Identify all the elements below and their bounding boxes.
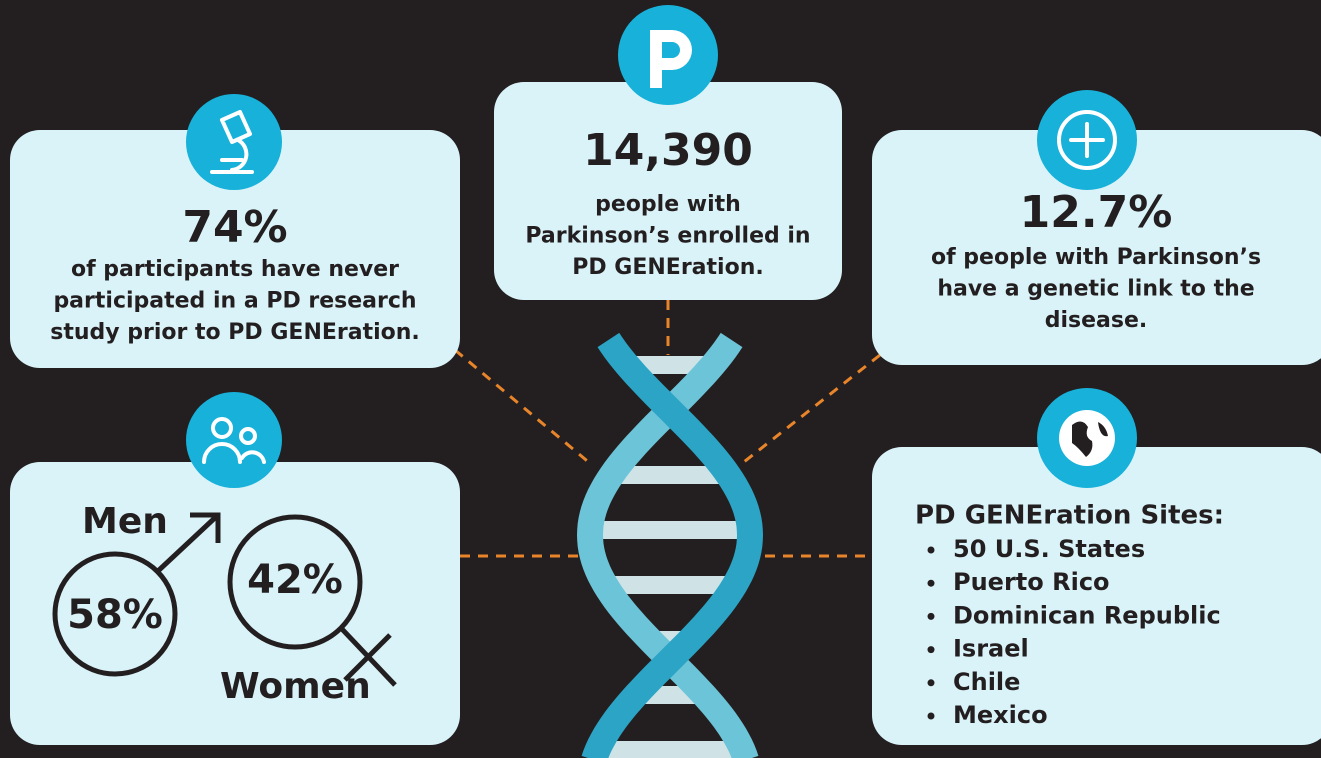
stat: 14,390 [583, 125, 753, 176]
bullet [928, 580, 935, 587]
men-label: Men [82, 501, 168, 542]
site-item: Israel [953, 635, 1029, 663]
card-text: PD GENEration. [572, 255, 763, 280]
people-icon [186, 392, 282, 488]
microscope-icon [186, 94, 282, 190]
bullet [928, 646, 935, 653]
helix-rung [590, 521, 750, 539]
card-text: participated in a PD research [53, 289, 416, 314]
bullet [928, 547, 935, 554]
logo-icon [618, 5, 718, 105]
site-item: Mexico [953, 701, 1048, 729]
dna-helix [590, 340, 750, 758]
bullet [928, 679, 935, 686]
women-label: Women [220, 666, 371, 707]
connector [455, 350, 592, 465]
bullet [928, 713, 935, 720]
stat: 74% [182, 202, 287, 253]
women-value: 42% [247, 557, 343, 603]
connector [740, 355, 880, 465]
stat: 12.7% [1020, 187, 1173, 238]
card-text: Parkinson’s enrolled in [525, 224, 810, 249]
site-item: Dominican Republic [953, 601, 1221, 629]
globe-icon [1037, 388, 1137, 488]
card-text: of people with Parkinson’s [931, 245, 1261, 270]
card-text: have a genetic link to the [937, 277, 1254, 302]
card-text: study prior to PD GENEration. [50, 320, 420, 345]
infographic: 74% 14,390 12.7% Men 58% 42% Women PD GE… [0, 0, 1321, 758]
card-text: people with [595, 192, 741, 217]
sites-title: PD GENEration Sites: [915, 501, 1224, 531]
plus-icon [1037, 90, 1137, 190]
bullet [928, 613, 935, 620]
site-item: Puerto Rico [953, 568, 1110, 596]
site-item: 50 U.S. States [953, 535, 1145, 563]
site-item: Chile [953, 668, 1020, 696]
helix-rung [598, 741, 743, 758]
card-text: disease. [1045, 308, 1148, 333]
men-value: 58% [67, 592, 163, 638]
card-text: of participants have never [71, 257, 399, 282]
